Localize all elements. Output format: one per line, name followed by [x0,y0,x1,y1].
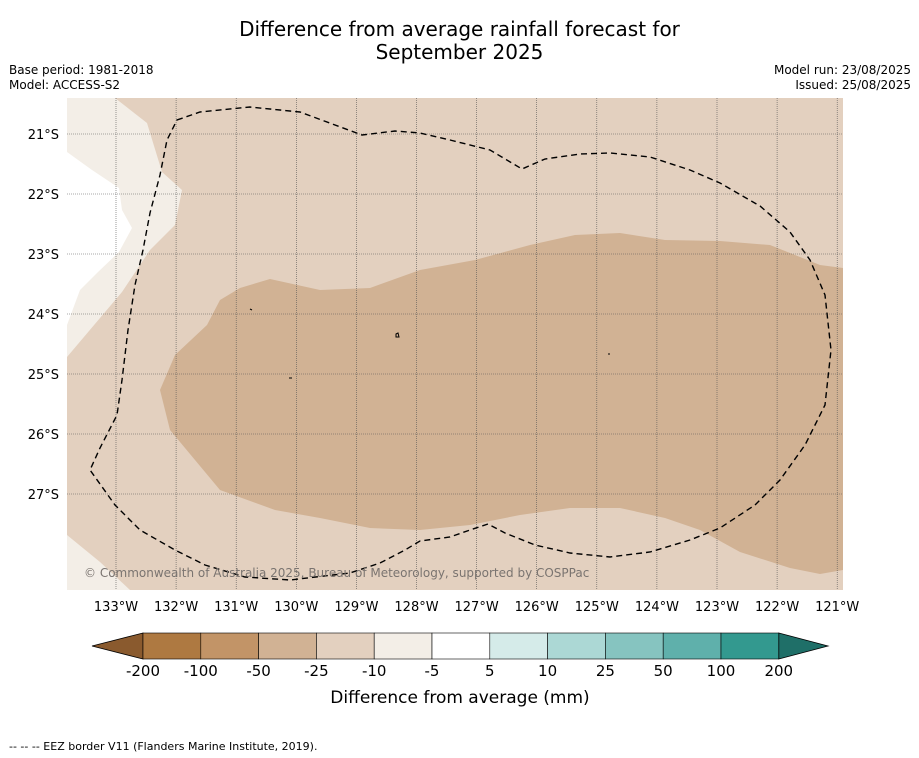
lat-label: 27°S [28,488,59,503]
rainfall-map: © Commonwealth of Australia 2025, Bureau… [28,98,860,708]
title-line-2: September 2025 [375,40,544,64]
lon-label: 124°W [635,600,679,615]
lon-label: 125°W [575,600,619,615]
meta-right: Model run: 23/08/2025 Issued: 25/08/2025 [774,63,911,93]
lat-label: 24°S [28,308,59,323]
model-run: Model run: 23/08/2025 [773,63,911,77]
lon-label: 127°W [455,600,499,615]
eez-footnote: -- -- -- EEZ border V11 (Flanders Marine… [9,740,318,753]
lat-label: 23°S [28,248,59,263]
grid-lines [67,98,843,590]
colorbar-title: Difference from average (mm) [330,688,589,708]
title-line-1: Difference from average rainfall forecas… [239,17,680,41]
zone-minus50-minus25 [160,233,843,574]
lon-label: 123°W [695,600,739,615]
lat-label: 25°S [28,368,59,383]
lon-label: 126°W [515,600,559,615]
colorbar-tick-label: 100 [707,662,736,680]
colorbar-tick-label: -10 [362,662,387,680]
colorbar-tick-label: 10 [538,662,557,680]
colorbar: -200 -100 -50 -25 -10 -5 5 10 25 50 100 200 [91,632,830,680]
eez-border [89,106,832,581]
colorbar-segment [605,632,664,660]
lat-label: 26°S [28,428,59,443]
colorbar-segment [316,632,375,660]
colorbar-extend-high [778,632,830,660]
colorbar-tick-label: -50 [246,662,271,680]
colorbar-segment [200,632,259,660]
longitude-labels: 133°W 132°W 131°W 130°W 129°W 128°W 127°W 126°W… [94,600,860,615]
lon-label: 131°W [214,600,258,615]
colorbar-segment [547,632,606,660]
colorbar-segment [720,632,780,660]
colorbar-tick-label: 200 [764,662,793,680]
copyright-text: © Commonwealth of Australia 2025, Bureau… [84,566,589,580]
colorbar-tick-label: -25 [304,662,329,680]
model-name: Model: ACCESS-S2 [9,78,121,92]
meta-left: Base period: 1981-2018 Model: ACCESS-S2 [9,63,154,93]
lat-label: 22°S [28,188,59,203]
colorbar-tick-label: -200 [126,662,160,680]
latitude-labels: 21°S 22°S 23°S 24°S 25°S 26°S 27°S [28,128,59,503]
lat-label: 21°S [28,128,59,143]
lon-label: 129°W [334,600,378,615]
lon-label: 121°W [815,600,859,615]
zone-minus5-5 [67,152,132,325]
colorbar-tick-label: 50 [654,662,673,680]
lon-label: 122°W [755,600,799,615]
colorbar-extend-low [91,632,144,660]
chart-title: Difference from average rainfall forecas… [0,18,919,64]
colorbar-segment [373,632,433,660]
issued-date: Issued: 25/08/2025 [795,78,911,92]
lon-label: 128°W [394,600,438,615]
colorbar-segment [142,632,202,660]
colorbar-segment [489,632,548,660]
lon-label: 133°W [94,600,138,615]
tiny-contours [249,308,610,379]
colorbar-tick-label: 25 [596,662,615,680]
lon-label: 132°W [154,600,198,615]
colorbar-segment [258,632,317,660]
lon-label: 130°W [274,600,318,615]
colorbar-tick-label: 5 [485,662,495,680]
colorbar-tick-label: -100 [184,662,218,680]
colorbar-segment [431,632,491,660]
colorbar-tick-label: -5 [425,662,440,680]
base-period: Base period: 1981-2018 [9,63,154,77]
map-area: © Commonwealth of Australia 2025, Bureau… [67,98,843,590]
colorbar-segment [662,632,722,660]
